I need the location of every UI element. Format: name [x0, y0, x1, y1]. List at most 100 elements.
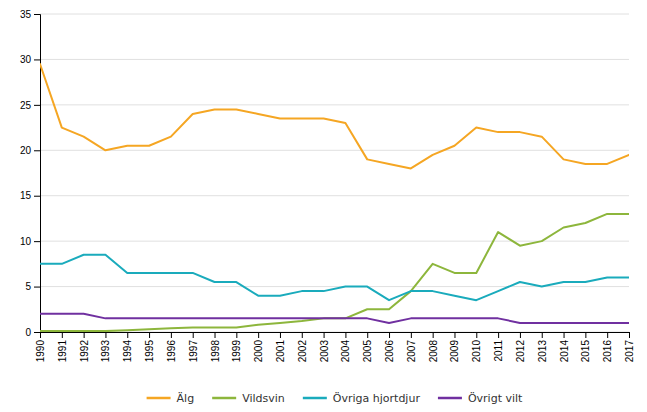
tick-mark: [324, 332, 325, 338]
legend-item: Övrigt vilt: [438, 392, 523, 405]
tick-label: 1999: [231, 340, 242, 363]
y-axis: 0 5 10 15 20 25 30 35: [20, 9, 41, 338]
tick: 1992: [79, 332, 90, 362]
tick: 2009: [449, 332, 460, 362]
tick-label: 2001: [275, 340, 286, 363]
tick: 25: [20, 100, 40, 111]
tick-mark: [34, 287, 40, 288]
grid-line: [40, 195, 629, 196]
tick: 1991: [57, 332, 68, 362]
tick-mark: [34, 105, 40, 106]
tick: 2015: [580, 332, 591, 362]
tick-label: 2004: [340, 340, 351, 363]
legend-item: Älg: [147, 392, 195, 405]
tick: 2005: [362, 332, 373, 362]
tick: 2003: [319, 332, 330, 362]
tick-mark: [40, 332, 41, 338]
tick: 1990: [35, 332, 46, 362]
tick-mark: [564, 332, 565, 338]
tick-mark: [34, 332, 40, 333]
tick-label: 2009: [449, 340, 460, 363]
tick-label: 1997: [188, 340, 199, 363]
tick-label: 2010: [471, 340, 482, 363]
tick-label: 1990: [35, 340, 46, 363]
tick: 30: [20, 54, 40, 65]
tick-label: 2007: [406, 340, 417, 363]
tick: 1994: [122, 332, 133, 362]
legend-label: Övrigt vilt: [468, 392, 523, 405]
tick: 15: [20, 190, 40, 201]
tick: 2011: [493, 332, 504, 362]
tick-label: 2013: [537, 340, 548, 363]
tick: 2016: [602, 332, 613, 362]
tick-label: 2006: [384, 340, 395, 363]
tick-mark: [345, 332, 346, 338]
grid-line: [40, 150, 629, 151]
tick-label: 1995: [144, 340, 155, 363]
tick: 5: [25, 281, 40, 292]
legend-swatch: [438, 397, 462, 400]
tick-label: 2011: [493, 340, 504, 362]
tick: 2010: [471, 332, 482, 362]
tick-mark: [411, 332, 412, 338]
tick-mark: [171, 332, 172, 338]
tick-mark: [302, 332, 303, 338]
grid-line: [40, 59, 629, 60]
tick-label: 1994: [122, 340, 133, 363]
tick: 35: [20, 9, 40, 20]
axis-line: [34, 15, 41, 333]
tick-label: 1991: [57, 340, 68, 363]
tick: 20: [20, 145, 40, 156]
series-line: [40, 214, 629, 331]
tick: 1995: [144, 332, 155, 362]
tick-label: 2017: [624, 340, 635, 363]
tick: 1999: [231, 332, 242, 362]
tick-mark: [433, 332, 434, 338]
tick-mark: [454, 332, 455, 338]
legend-swatch: [303, 397, 327, 400]
legend-label: Vildsvin: [242, 392, 285, 405]
legend-swatch: [212, 397, 236, 400]
tick-label: 1998: [210, 340, 221, 363]
tick-mark: [34, 150, 40, 151]
tick-mark: [236, 332, 237, 338]
tick-label: 20: [20, 145, 32, 156]
tick-label: 1992: [79, 340, 90, 363]
tick: 1998: [210, 332, 221, 362]
tick-label: 2014: [559, 340, 570, 363]
tick-mark: [105, 332, 106, 338]
tick-mark: [367, 332, 368, 338]
tick-label: 2016: [602, 340, 613, 363]
tick-label: 2003: [319, 340, 330, 363]
tick: 2002: [297, 332, 308, 362]
plot-area: 0510152025303519901991199219931994199519…: [20, 9, 635, 363]
tick: 10: [20, 236, 40, 247]
tick-label: 15: [20, 190, 32, 201]
series-line: [40, 314, 629, 323]
tick: 2006: [384, 332, 395, 362]
legend-label: Älg: [177, 392, 195, 405]
tick-mark: [498, 332, 499, 338]
series-line: [40, 255, 629, 300]
tick-label: 2008: [428, 340, 439, 363]
tick-mark: [280, 332, 281, 338]
tick: 2008: [428, 332, 439, 362]
tick-mark: [34, 59, 40, 60]
tick: 1993: [100, 332, 111, 362]
tick: 0: [25, 327, 40, 338]
x-axis: 1990 1991 1992 1993 1994 1995 1996 1997 1998 1999…: [35, 332, 635, 362]
tick-mark: [34, 14, 40, 15]
tick-mark: [258, 332, 259, 338]
grid-line: [40, 14, 629, 15]
legend-item: Övriga hjortdjur: [303, 392, 421, 405]
tick-mark: [62, 332, 63, 338]
tick-label: 10: [20, 236, 32, 247]
tick: 2001: [275, 332, 286, 362]
tick: 1996: [166, 332, 177, 362]
tick-label: 2002: [297, 340, 308, 363]
tick-label: 2015: [580, 340, 591, 363]
tick-label: 1996: [166, 340, 177, 363]
tick-label: 2005: [362, 340, 373, 363]
tick-label: 5: [25, 281, 31, 292]
tick-mark: [34, 196, 40, 197]
